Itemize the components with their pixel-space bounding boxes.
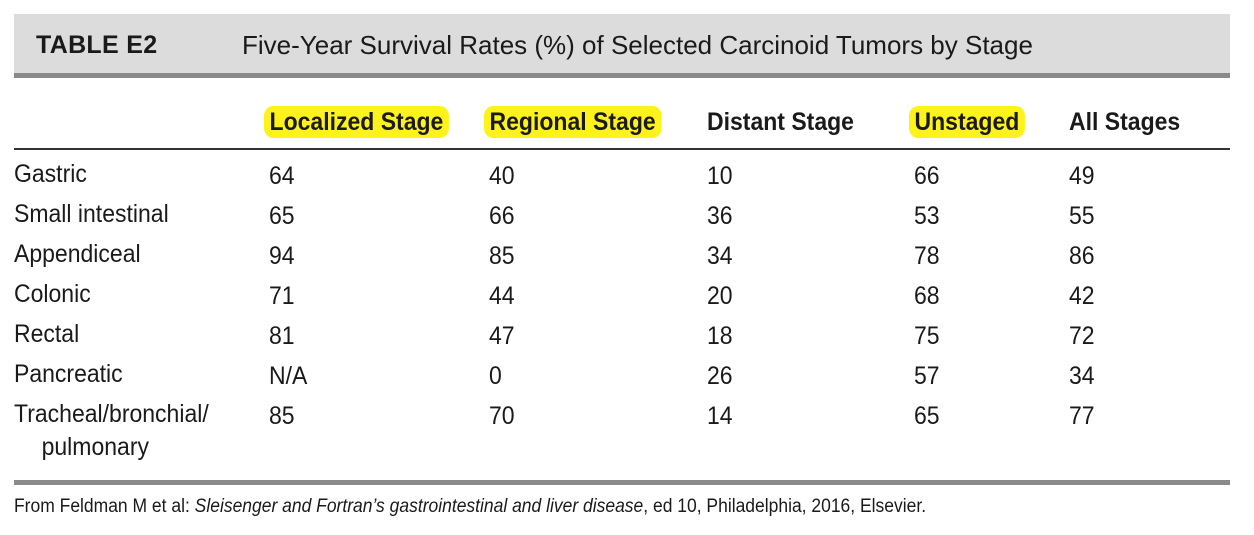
table-cell: 34 [1069,362,1095,390]
table-cell: N/A [269,362,308,390]
table-cell: 26 [707,362,733,390]
table-title: Five-Year Survival Rates (%) of Selected… [242,30,1033,60]
row-label-line2: pulmonary [41,433,149,461]
highlight-marker: Regional Stage [484,106,662,138]
table-cell: 85 [489,242,515,270]
table-cell: 34 [707,242,733,270]
table-cell: 77 [1069,402,1095,430]
table-title-bar: TABLE E2 Five-Year Survival Rates (%) of… [14,14,1230,78]
table-cell: 85 [269,402,295,430]
table-label: TABLE E2 [36,31,158,59]
table-row: Colonic 71 44 20 68 42 [14,278,1230,318]
table-cell: 68 [914,282,940,310]
source-suffix: , ed 10, Philadelphia, 2016, Elsevier. [643,496,927,517]
table-row: Gastric 64 40 10 66 49 [14,158,1230,198]
table-cell: 47 [489,322,515,350]
source-title: Sleisenger and Fortran’s gastrointestina… [194,496,644,517]
source-prefix: From Feldman M et al: [14,496,195,517]
row-label: Small intestinal [14,200,169,228]
table-cell: 66 [914,162,940,190]
table-row: Rectal 81 47 18 75 72 [14,318,1230,358]
highlight-marker: Unstaged [909,106,1025,138]
table-row: Tracheal/bronchial/ pulmonary 85 70 14 6… [14,398,1230,472]
table-cell: 57 [914,362,940,390]
table-cell: 0 [489,362,502,390]
highlight-marker: Localized Stage [264,106,449,138]
table-cell: 66 [489,202,515,230]
table-cell: 70 [489,402,515,430]
table-cell: 71 [269,282,295,310]
row-label: Colonic [14,280,91,308]
column-header-distant: Distant Stage [707,108,854,136]
table-row: Pancreatic N/A 0 26 57 34 [14,358,1230,398]
table-cell: 55 [1069,202,1095,230]
row-label: Pancreatic [14,360,123,388]
table-header-row: Localized Stage Regional Stage Distant S… [14,104,1230,150]
table-cell: 75 [914,322,940,350]
table-cell: 81 [269,322,295,350]
table-cell: 94 [269,242,295,270]
table-cell: 42 [1069,282,1095,310]
table-cell: 72 [1069,322,1095,350]
row-label: Gastric [14,160,87,188]
table-cell: 65 [914,402,940,430]
row-label: Tracheal/bronchial/ pulmonary [14,398,226,464]
source-citation: From Feldman M et al: Sleisenger and For… [14,496,926,518]
table-row: Appendiceal 94 85 34 78 86 [14,238,1230,278]
table-cell: 53 [914,202,940,230]
table-cell: 14 [707,402,733,430]
table-cell: 86 [1069,242,1095,270]
row-label: Appendiceal [14,240,141,268]
bottom-rule [14,480,1230,485]
table-cell: 36 [707,202,733,230]
table-cell: 44 [489,282,515,310]
table-cell: 40 [489,162,515,190]
column-header-unstaged: Unstaged [909,106,1025,138]
row-label-line1: Tracheal/bronchial/ [14,400,209,428]
table-cell: 10 [707,162,733,190]
table-cell: 20 [707,282,733,310]
table-body: Gastric 64 40 10 66 49 Small intestinal … [14,158,1230,472]
column-header-localized: Localized Stage [264,106,449,138]
table-cell: 65 [269,202,295,230]
table-cell: 18 [707,322,733,350]
column-header-regional: Regional Stage [484,106,662,138]
table-cell: 64 [269,162,295,190]
table-cell: 78 [914,242,940,270]
column-header-all-stages: All Stages [1069,108,1181,136]
row-label: Rectal [14,320,80,348]
table-row: Small intestinal 65 66 36 53 55 [14,198,1230,238]
table-cell: 49 [1069,162,1095,190]
